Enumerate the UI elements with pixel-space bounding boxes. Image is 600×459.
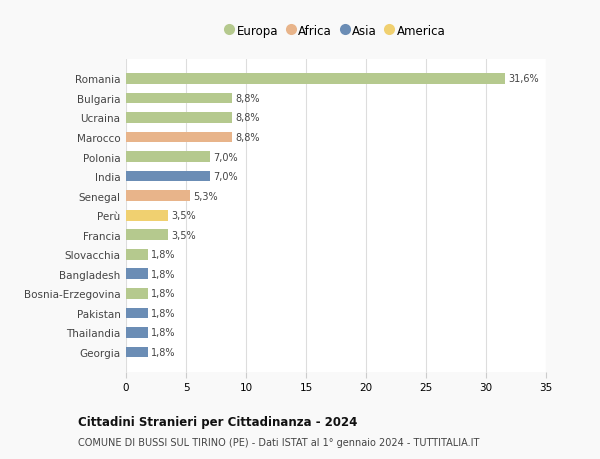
Bar [126,347,148,358]
Bar [126,171,210,182]
Bar [126,249,148,260]
Text: 3,5%: 3,5% [172,211,196,221]
Bar [126,191,190,202]
Text: 8,8%: 8,8% [235,113,260,123]
Bar [126,269,148,280]
Text: Cittadini Stranieri per Cittadinanza - 2024: Cittadini Stranieri per Cittadinanza - 2… [78,415,358,428]
Text: 1,8%: 1,8% [151,250,176,260]
Text: 1,8%: 1,8% [151,269,176,279]
Text: 31,6%: 31,6% [509,74,539,84]
Text: 8,8%: 8,8% [235,94,260,104]
Text: 1,8%: 1,8% [151,289,176,299]
Text: 7,0%: 7,0% [214,172,238,182]
Bar [126,132,232,143]
Text: COMUNE DI BUSSI SUL TIRINO (PE) - Dati ISTAT al 1° gennaio 2024 - TUTTITALIA.IT: COMUNE DI BUSSI SUL TIRINO (PE) - Dati I… [78,437,479,447]
Legend: Europa, Africa, Asia, America: Europa, Africa, Asia, America [226,25,446,38]
Bar [126,113,232,123]
Text: 5,3%: 5,3% [193,191,218,201]
Bar [126,93,232,104]
Text: 1,8%: 1,8% [151,347,176,357]
Text: 1,8%: 1,8% [151,308,176,318]
Text: 1,8%: 1,8% [151,328,176,338]
Text: 8,8%: 8,8% [235,133,260,143]
Text: 3,5%: 3,5% [172,230,196,240]
Bar [126,230,168,241]
Bar [126,327,148,338]
Bar [126,74,505,84]
Bar [126,308,148,319]
Bar [126,210,168,221]
Text: 7,0%: 7,0% [214,152,238,162]
Bar [126,152,210,162]
Bar [126,288,148,299]
